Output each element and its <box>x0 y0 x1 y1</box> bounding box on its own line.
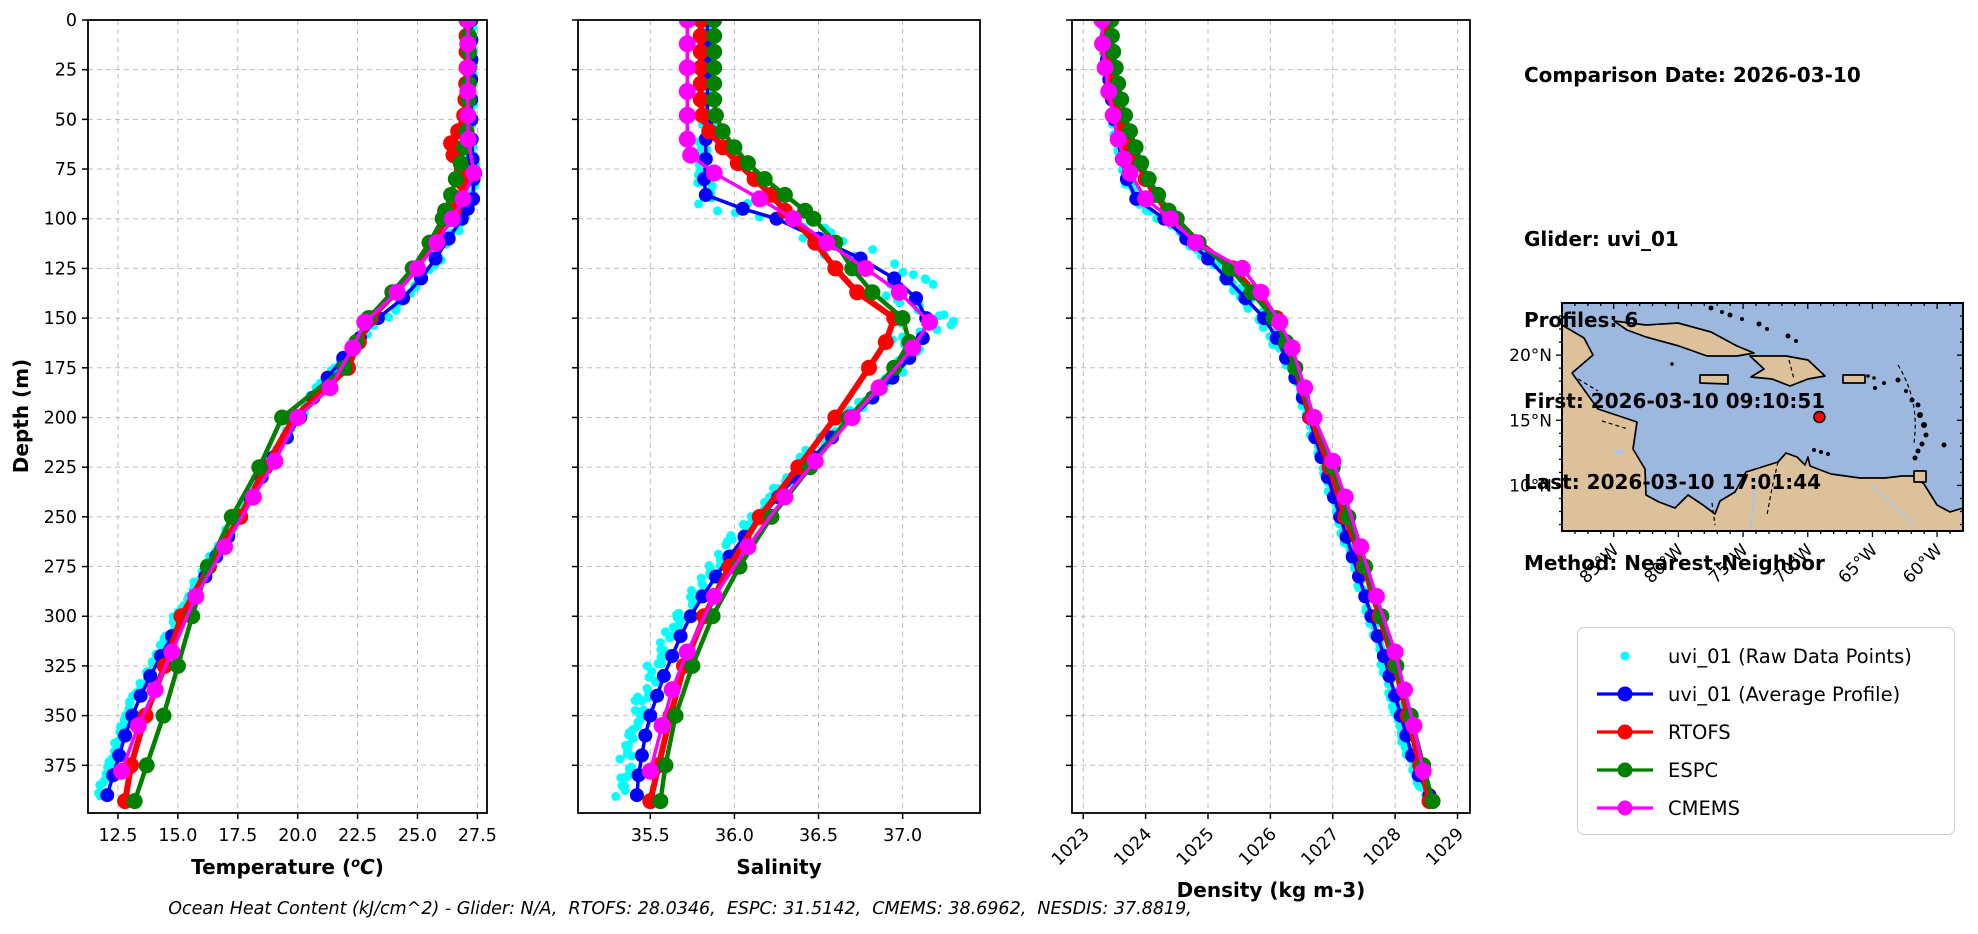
axes-temperature: 12.5 15.0 17.5 20.0 22.5 25.0 27.5 0 25 50 75 100 12… <box>44 11 497 879</box>
legend-marker-line-dot <box>1597 800 1653 816</box>
legend-marker-line-dot <box>1597 686 1653 702</box>
svg-text:0: 0 <box>66 11 77 31</box>
svg-text:25.0: 25.0 <box>398 826 437 846</box>
axes-density: 1023 1024 1025 1026 1027 1028 1029 Density (kg … <box>1048 19 1468 902</box>
svg-text:15°N: 15°N <box>1509 411 1552 431</box>
legend-item-label: uvi_01 (Average Profile) <box>1668 682 1901 706</box>
svg-text:50: 50 <box>55 110 77 130</box>
glider-location-marker <box>1813 410 1826 424</box>
svg-text:20.0: 20.0 <box>278 826 317 846</box>
legend-marker-dot <box>1620 651 1630 661</box>
legend-marker-line-dot <box>1597 724 1653 740</box>
svg-text:17.5: 17.5 <box>218 826 257 846</box>
last-time-text: Last: 2026-03-10 17:01:44 <box>1524 470 1822 494</box>
svg-text:25: 25 <box>55 61 77 81</box>
svg-text:175: 175 <box>44 359 77 379</box>
svg-text:22.5: 22.5 <box>338 826 377 846</box>
svg-text:36.0: 36.0 <box>715 826 754 846</box>
svg-text:1029: 1029 <box>1422 824 1468 870</box>
legend: uvi_01 (Raw Data Points) uvi_01 (Average … <box>1577 627 1955 835</box>
svg-text:20°N: 20°N <box>1509 346 1552 366</box>
raw-data-scatter <box>611 20 958 801</box>
x-axis-title-density: Density (kg m-3) <box>1177 878 1366 902</box>
svg-text:36.5: 36.5 <box>799 826 838 846</box>
comparison-date-text: Comparison Date: 2026-03-10 <box>1524 63 1861 87</box>
legend-item-espc: ESPC <box>1594 751 1954 789</box>
svg-text:325: 325 <box>44 657 77 677</box>
legend-item-uvi-01-average-profile-: uvi_01 (Average Profile) <box>1594 675 1954 713</box>
x-axis-title-temperature: Temperature (oC) <box>191 855 384 879</box>
axes-salinity: 35.5 36.0 36.5 37.0 Salinity <box>572 19 922 879</box>
first-time-text: First: 2026-03-10 09:10:51 <box>1524 389 1826 413</box>
y-axis-title: Depth (m) <box>9 359 33 473</box>
map-small-islands <box>1670 305 1947 461</box>
svg-text:35.5: 35.5 <box>631 826 670 846</box>
svg-text:1028: 1028 <box>1360 824 1406 870</box>
svg-text:225: 225 <box>44 458 77 478</box>
svg-text:100: 100 <box>44 210 77 230</box>
x-axis-title-salinity: Salinity <box>736 855 821 879</box>
svg-text:1025: 1025 <box>1173 824 1219 870</box>
svg-text:1023: 1023 <box>1048 824 1094 870</box>
profiles-text: Profiles: 6 <box>1524 308 1639 332</box>
spacer <box>1524 143 1861 172</box>
svg-text:125: 125 <box>44 259 77 279</box>
svg-text:27.5: 27.5 <box>458 826 497 846</box>
svg-text:200: 200 <box>44 408 77 428</box>
series-cmems <box>113 20 483 780</box>
svg-text:350: 350 <box>44 707 77 727</box>
map-inset: 20°N15°N10°N85°W 80°W 75°W 70°W 65°W 60°W <box>1509 302 1964 588</box>
svg-text:1024: 1024 <box>1111 824 1157 870</box>
salinity-panel: 35.5 36.0 36.5 37.0 Salinity <box>572 19 981 879</box>
legend-item-uvi-01-raw-data-points-: uvi_01 (Raw Data Points) <box>1594 637 1954 675</box>
info-panel: Comparison Date: 2026-03-10 Glider: uvi_… <box>1524 8 1861 631</box>
series-espc <box>652 20 918 810</box>
map-rivers <box>1614 449 1915 532</box>
svg-text:150: 150 <box>44 309 77 329</box>
svg-text:10°N: 10°N <box>1509 476 1552 496</box>
svg-text:1027: 1027 <box>1298 824 1344 870</box>
svg-text:1026: 1026 <box>1235 824 1281 870</box>
map-borders <box>1577 359 1916 526</box>
svg-text:15.0: 15.0 <box>158 826 197 846</box>
density-panel: 1023 1024 1025 1026 1027 1028 1029 Density (kg … <box>1048 19 1471 902</box>
svg-text:37.0: 37.0 <box>883 826 922 846</box>
legend-item-label: ESPC <box>1668 758 1719 782</box>
raw-data-scatter <box>1097 20 1433 802</box>
svg-text:12.5: 12.5 <box>98 826 137 846</box>
svg-text:275: 275 <box>44 558 77 578</box>
svg-text:250: 250 <box>44 508 77 528</box>
method-text: Method: Nearest-Neighbor <box>1524 551 1825 575</box>
temperature-panel: 12.5 15.0 17.5 20.0 22.5 25.0 27.5 0 25 50 75 100 12… <box>44 11 497 879</box>
legend-item-rtofs: RTOFS <box>1594 713 1954 751</box>
series-cmems <box>1093 20 1432 780</box>
series-cmems <box>641 20 938 780</box>
svg-text:75: 75 <box>55 160 77 180</box>
legend-item-label: CMEMS <box>1668 796 1740 820</box>
glider-text: Glider: uvi_01 <box>1524 227 1679 251</box>
svg-text:375: 375 <box>44 756 77 776</box>
ocean-heat-content-caption: Ocean Heat Content (kJ/cm^2) - Glider: N… <box>168 899 1192 919</box>
svg-text:300: 300 <box>44 607 77 627</box>
legend-item-label: RTOFS <box>1668 720 1731 744</box>
legend-marker-line-dot <box>1597 762 1653 778</box>
legend-item-label: uvi_01 (Raw Data Points) <box>1668 644 1912 668</box>
legend-item-cmems: CMEMS <box>1594 789 1954 827</box>
